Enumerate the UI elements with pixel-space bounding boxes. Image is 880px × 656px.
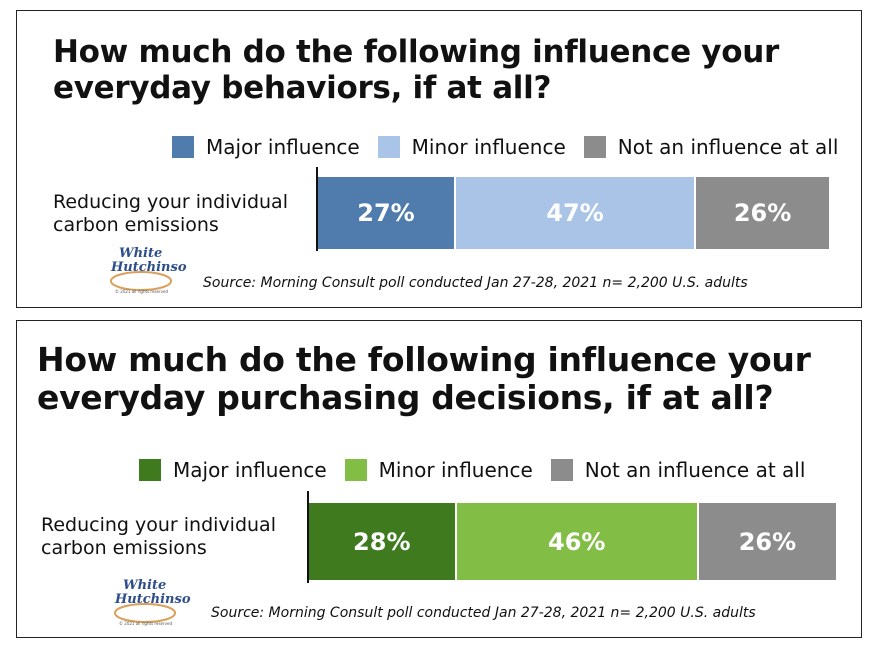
data-label-none: 26% [733, 199, 792, 227]
legend-swatch-major [172, 136, 194, 158]
legend-label-minor: Minor influence [378, 458, 533, 482]
source-note: Source: Morning Consult poll conducted J… [203, 275, 748, 291]
chart-legend: Major influence Minor influence Not an i… [139, 458, 805, 482]
legend-swatch-none [550, 459, 573, 481]
legend-item-minor: Minor influence [344, 458, 533, 482]
legend-item-minor: Minor influence [377, 135, 566, 159]
stacked-bar: 27% 47% 26% [318, 177, 829, 249]
bar-segment-minor: 46% [456, 503, 699, 580]
legend-label-major: Major influence [206, 135, 360, 159]
chart-title: How much do the following influence your… [37, 340, 811, 417]
chart-legend: Major influence Minor influence Not an i… [172, 135, 838, 159]
legend-label-major: Major influence [173, 458, 327, 482]
logo-word-hutchinson: Hutchinson [114, 592, 191, 607]
stacked-bar: 28% 46% 26% [309, 503, 836, 580]
logo-copyright: © 2021 all rights reserved [115, 289, 168, 294]
bar-segment-major: 28% [309, 503, 457, 580]
category-axis [316, 167, 318, 251]
logo-word-white: White [119, 246, 162, 261]
chart-panel-purchasing: How much do the following influence your… [16, 320, 862, 638]
category-label: Reducing your individual carbon emission… [41, 514, 276, 559]
legend-swatch-major [139, 459, 161, 481]
legend-label-none: Not an influence at all [584, 458, 806, 482]
legend-item-major: Major influence [139, 458, 327, 482]
data-label-none: 26% [738, 527, 797, 556]
bar-segment-none: 26% [698, 503, 836, 580]
bar-segment-minor: 47% [455, 177, 697, 249]
legend-swatch-minor [377, 136, 400, 158]
logo-word-hutchinson: Hutchinson [110, 260, 187, 275]
data-label-major: 27% [357, 199, 415, 227]
white-hutchinson-logo: White Hutchinson © 2021 all rights reser… [110, 246, 187, 294]
logo-word-white: White [123, 578, 166, 593]
legend-item-major: Major influence [172, 135, 360, 159]
legend-item-none: Not an influence at all [583, 135, 839, 159]
data-label-minor: 47% [546, 199, 604, 227]
data-label-minor: 46% [548, 527, 606, 556]
legend-swatch-minor [344, 459, 367, 481]
logo-copyright: © 2021 all rights reserved [119, 621, 172, 626]
chart-title: How much do the following influence your… [53, 34, 779, 106]
category-axis [307, 491, 309, 583]
category-label: Reducing your individual carbon emission… [53, 191, 288, 236]
source-note: Source: Morning Consult poll conducted J… [211, 605, 756, 621]
bar-segment-major: 27% [318, 177, 456, 249]
legend-swatch-none [583, 136, 606, 158]
legend-item-none: Not an influence at all [550, 458, 806, 482]
white-hutchinson-logo: White Hutchinson © 2021 all rights reser… [114, 578, 191, 626]
data-label-major: 28% [353, 527, 411, 556]
legend-label-none: Not an influence at all [617, 135, 839, 159]
chart-panel-behaviors: How much do the following influence your… [16, 10, 862, 308]
legend-label-minor: Minor influence [411, 135, 566, 159]
bar-segment-none: 26% [696, 177, 829, 249]
